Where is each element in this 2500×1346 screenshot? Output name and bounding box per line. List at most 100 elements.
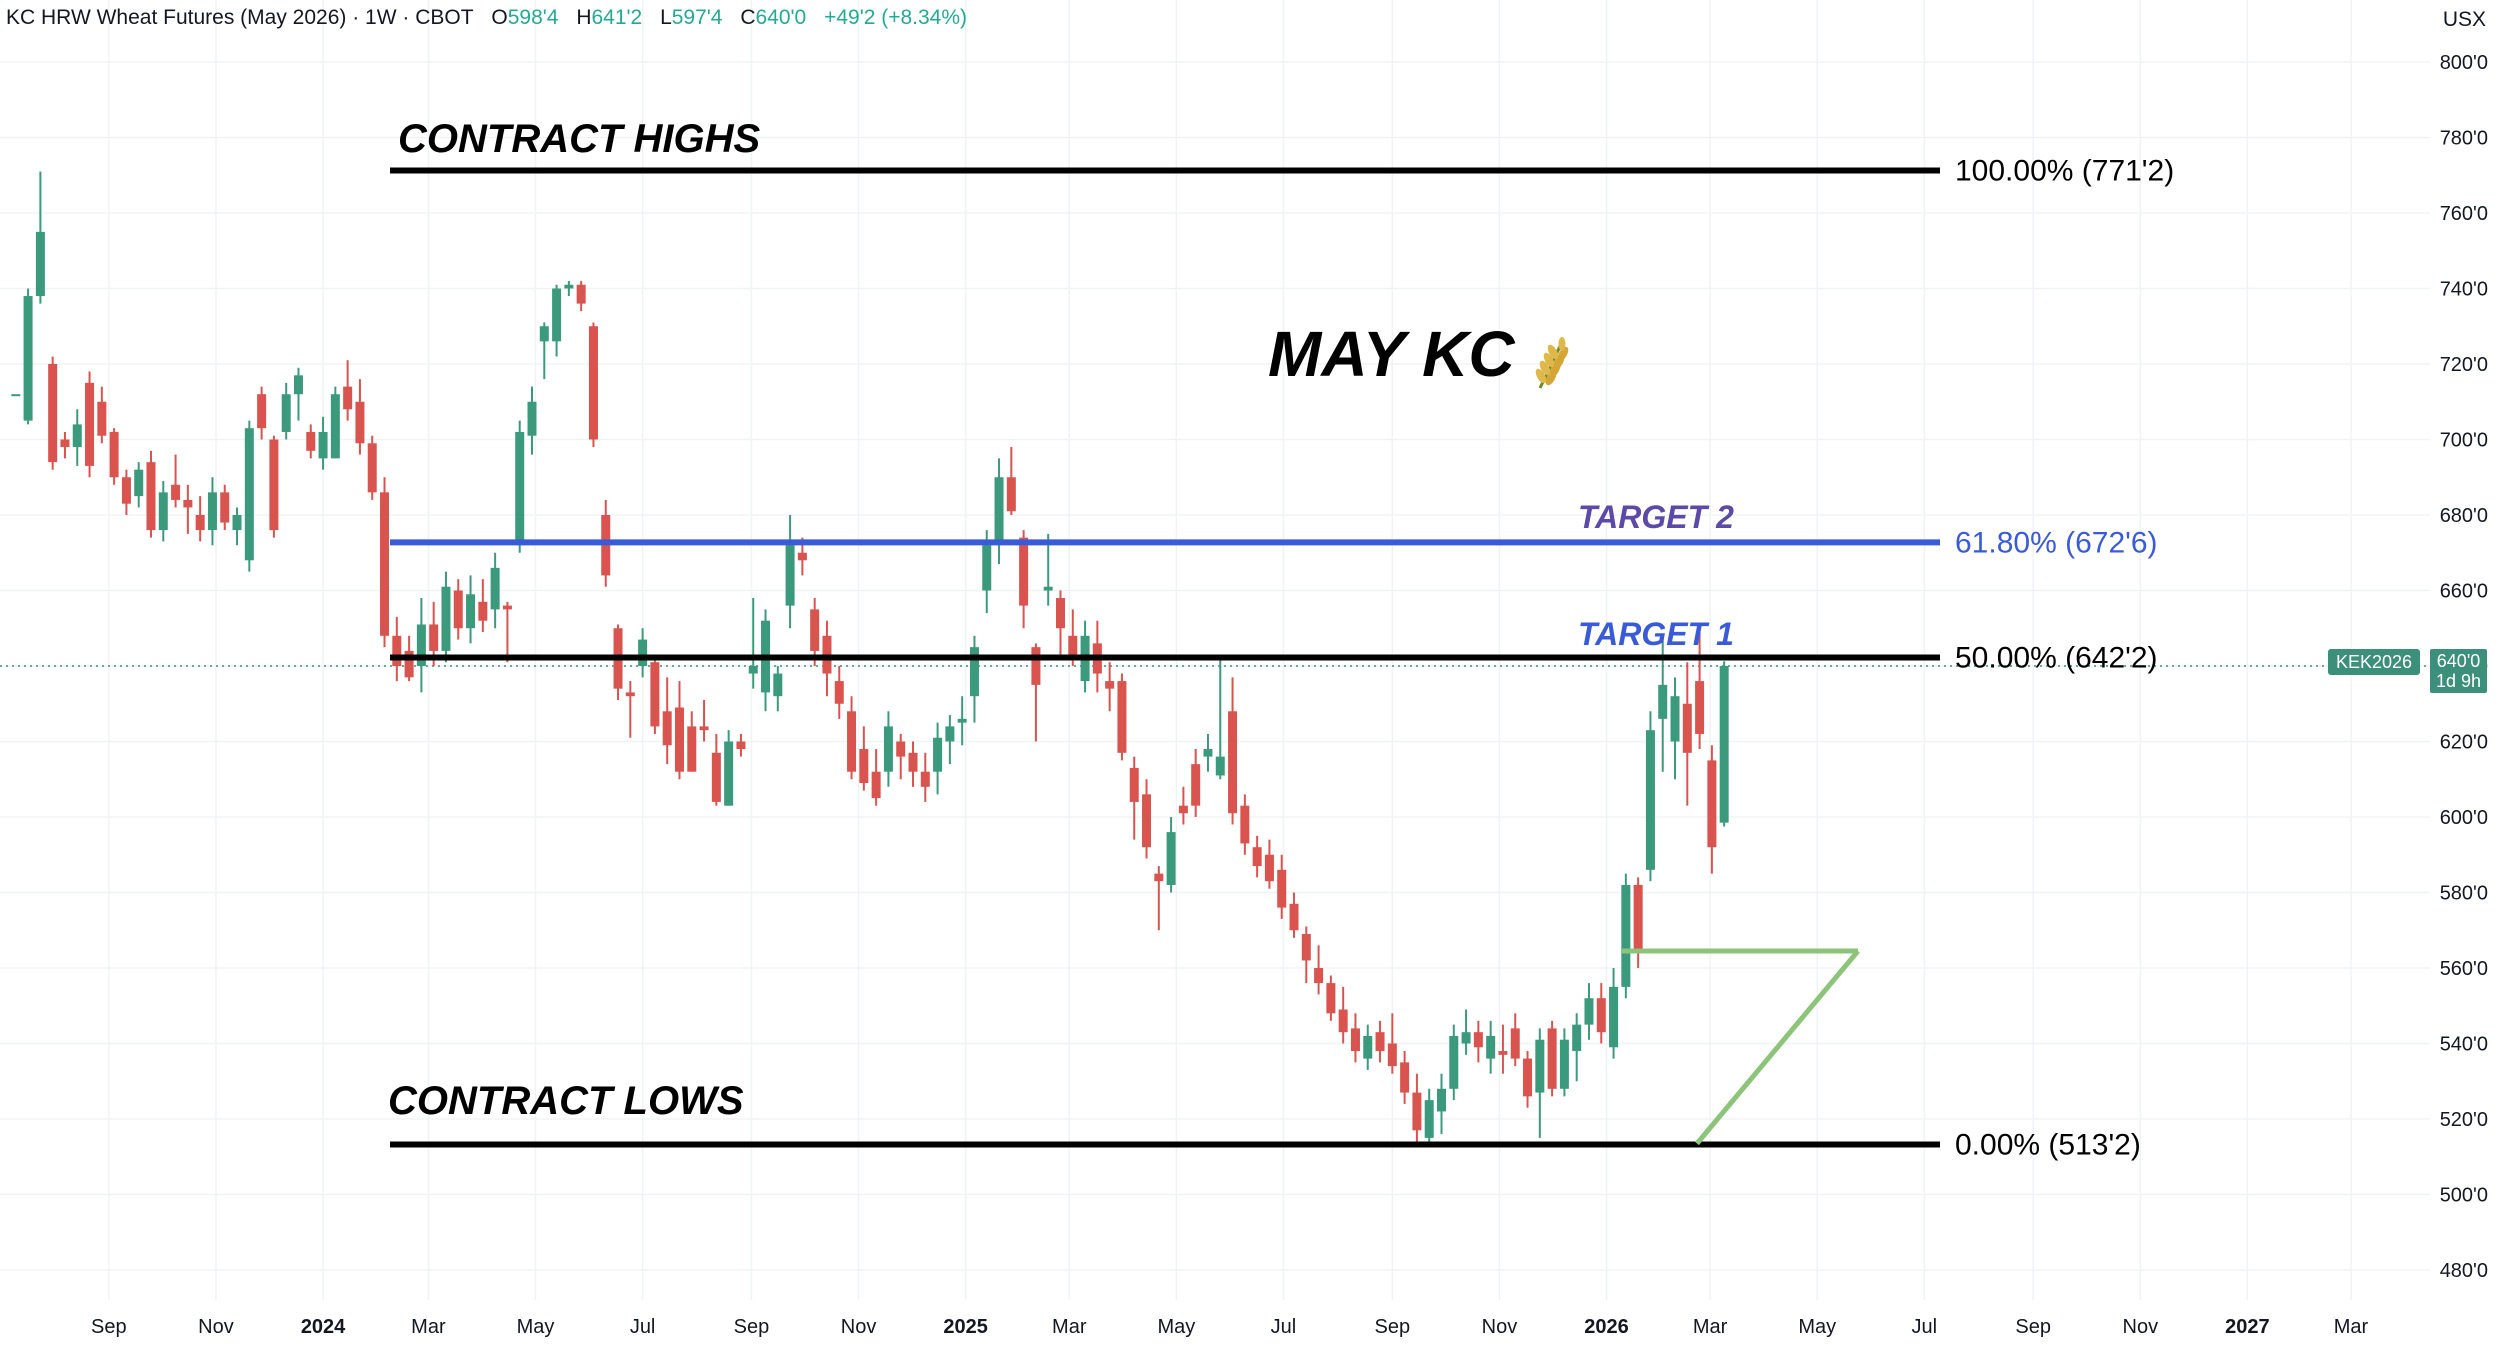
time-tick-label: May [1798,1316,1836,1338]
candle-down [1301,926,1311,984]
candle-body [367,443,377,493]
candle-down [871,749,881,806]
candle-body [982,545,992,591]
candle-down [662,677,672,765]
low-label: L [660,6,672,29]
target-2-label: TARGET 2 [1578,499,1734,535]
candle-body [85,382,95,466]
candle-up [232,507,242,546]
candle-down [859,726,869,791]
candle-down [1055,590,1065,655]
time-tick-label: Jul [1271,1316,1297,1338]
candle-down [674,681,684,780]
candle-up [1719,661,1729,827]
candle-body [847,711,857,772]
candle-down [355,379,365,455]
candle-body [638,639,648,666]
candle-body [1252,847,1262,867]
candle-body [392,635,402,666]
candle-up [1043,533,1053,606]
candle-body [933,737,943,772]
candle-body [1006,477,1016,512]
candle-up [1572,1013,1582,1082]
candle-up [35,171,45,304]
price-tick-label: 660'0 [2440,581,2488,603]
candle-down [650,658,660,734]
candle-body [1338,1009,1348,1033]
time-tick-label: 2027 [2225,1316,2270,1338]
candle-down [1191,749,1201,817]
candle-body [72,424,82,448]
candle-body [1191,764,1201,806]
candle-up [1535,1028,1545,1138]
candle-body [1301,934,1311,961]
symbol-header: KC HRW Wheat Futures (May 2026) · 1W · C… [6,6,967,30]
candle-down [1633,877,1643,968]
candle-body [1695,681,1705,734]
time-tick-label: Jul [1912,1316,1938,1338]
close-label: C [740,6,756,29]
symbol-title[interactable]: KC HRW Wheat Futures (May 2026) · 1W · C… [6,6,474,29]
price-tick-label: 720'0 [2440,354,2488,376]
time-tick-label: Nov [2123,1316,2159,1338]
candle-body [257,394,267,429]
candle-down [1596,983,1606,1044]
candle-up [72,409,82,466]
price-tick-label: 780'0 [2440,128,2488,150]
candle-body [478,601,488,621]
candle-body [515,431,525,546]
candle-body [699,726,709,731]
candle-body [466,594,476,629]
candle-up [969,635,979,723]
candle-body [453,590,463,629]
candle-down [896,733,906,780]
candle-down [1375,1020,1385,1063]
candle-up [1609,968,1619,1059]
candle-body [1326,983,1336,1014]
candle-down [48,356,58,470]
candle-up [933,722,943,795]
candle-body [343,386,353,410]
candle-body [183,499,193,508]
candle-down [1178,786,1188,825]
candle-down [1314,945,1324,995]
close-value: 640'0 [755,6,807,29]
candle-down [1240,794,1250,855]
candle-down [1547,1020,1557,1097]
candle-body [1523,1058,1533,1097]
candle-body [1621,884,1631,987]
currency-unit-button[interactable]: USX [2442,8,2486,31]
chart-annotations: CONTRACT HIGHS CONTRACT LOWS MAY KC TARGET … [388,117,1734,1123]
candle-down [1289,892,1299,938]
candle-body [969,647,979,697]
candle-down [392,616,402,682]
candle-body [1473,1032,1483,1048]
candle-down [847,696,857,780]
candle-body [1535,1039,1545,1093]
candle-body [134,469,144,497]
candle-down [1277,854,1287,919]
candle-body [1682,703,1692,753]
candle-down [502,601,512,663]
candle-up [207,477,217,546]
fib-level-label: 0.00% (513'2) [1955,1128,2141,1161]
candle-up [330,386,340,459]
candle-up [527,386,537,455]
time-tick-label: Sep [734,1316,770,1338]
candle-up [785,515,795,629]
candle-down [576,280,586,312]
candle-body [736,741,746,750]
candle-body [1019,537,1029,606]
candle-body [552,288,562,342]
candle-body [318,431,328,459]
candlestick-series [11,171,1729,1146]
candle-up [1559,1028,1569,1097]
symbol-price-tag: KEK2026 [2328,649,2421,675]
candle-body [195,515,205,531]
candle-up [1645,711,1655,882]
time-axis[interactable]: Sep Nov 2024 Mar May Jul Sep Nov 2025 Mar May Jul Se… [91,1316,2368,1338]
candle-down [1707,745,1717,874]
candle-down [1523,1051,1533,1108]
candle-down [453,579,463,640]
